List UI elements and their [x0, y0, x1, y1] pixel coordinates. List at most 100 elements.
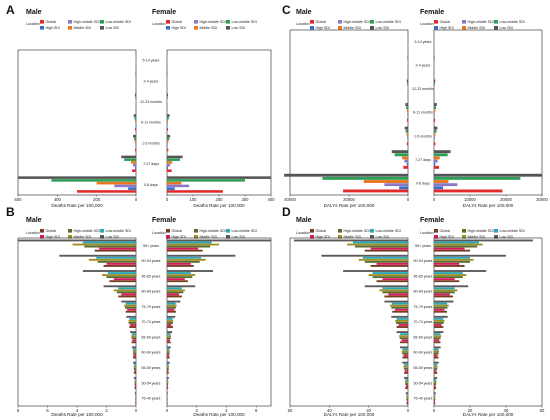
bar-high-middle-sdi: [354, 245, 408, 248]
legend-label: Global: [316, 20, 327, 24]
tick-label: 0: [433, 197, 436, 202]
bar-low-middle-sdi: [125, 302, 136, 305]
bar-middle-sdi: [434, 85, 435, 89]
bar-high-middle-sdi: [135, 122, 136, 126]
bar-high-middle-sdi: [167, 260, 200, 263]
bar-high-middle-sdi: [434, 183, 458, 187]
bar-low-sdi: [59, 254, 136, 257]
bar-middle-sdi: [167, 365, 169, 368]
legend-title: Location: [152, 22, 166, 26]
bar-high-middle-sdi: [133, 367, 136, 370]
legend-label: Low-middle SDI: [232, 229, 257, 233]
bar-low-middle-sdi: [405, 379, 408, 381]
legend-swatch: [68, 20, 72, 24]
bar-low-sdi: [434, 79, 436, 83]
bar-global: [406, 402, 408, 405]
x-axis-label-male: Deaths Rate per 100,000: [51, 203, 103, 208]
bar-low-sdi: [434, 392, 436, 395]
bar-high-middle-sdi: [434, 260, 470, 263]
bar-low-middle-sdi: [434, 153, 448, 157]
tick-label: 0: [433, 408, 436, 413]
bar-middle-sdi: [167, 243, 219, 246]
age-label: 75-49 years: [414, 397, 433, 401]
bar-low-sdi: [343, 270, 408, 272]
bar-low-sdi: [167, 239, 271, 242]
bar-low-middle-sdi: [404, 363, 408, 366]
legend-label: High-middle SDI: [200, 229, 226, 233]
bar-middle-sdi: [434, 258, 474, 261]
bar-high-sdi: [167, 166, 169, 170]
bar-low-sdi: [364, 285, 408, 288]
tick-label: 8: [17, 408, 20, 413]
bar-high-middle-sdi: [407, 136, 408, 139]
male-title: Male: [26, 9, 42, 16]
bar-high-middle-sdi: [167, 383, 169, 385]
bar-global: [109, 280, 136, 283]
bar-high-sdi: [434, 262, 460, 265]
legend-label: Low-middle SDI: [376, 229, 401, 233]
bar-high-middle-sdi: [114, 184, 136, 188]
legend-label: High SDI: [46, 26, 60, 30]
bar-global: [405, 387, 408, 390]
bar-low-middle-sdi: [167, 96, 168, 99]
bar-low-sdi: [134, 392, 136, 395]
bar-global: [402, 356, 408, 359]
bar-low-middle-sdi: [134, 379, 136, 381]
bar-low-sdi: [434, 173, 542, 177]
bar-high-middle-sdi: [167, 276, 193, 279]
tick-label: 20: [366, 408, 371, 413]
age-label: 60-64 years: [414, 351, 433, 355]
legend-label: Middle SDI: [344, 235, 362, 239]
legend-title: Location: [296, 22, 310, 26]
legend-label: Global: [440, 20, 451, 24]
legend-label: High SDI: [172, 26, 186, 30]
bar-low-middle-sdi: [135, 394, 136, 397]
tick-label: 40: [327, 408, 332, 413]
bar-low-middle-sdi: [167, 317, 173, 320]
bar-high-sdi: [395, 308, 408, 311]
bar-low-middle-sdi: [129, 317, 136, 320]
bar-global: [434, 142, 436, 146]
legend-swatch: [462, 229, 466, 233]
bar-low-sdi: [405, 103, 408, 106]
tick-label: 30000: [536, 197, 548, 202]
bar-low-sdi: [167, 361, 170, 364]
bar-high-sdi: [399, 186, 408, 190]
x-axis-label-female: DALYs Rate per 100,000: [463, 412, 514, 417]
bar-high-middle-sdi: [167, 143, 168, 146]
bar-global: [364, 249, 408, 252]
bar-high-sdi: [167, 145, 168, 149]
tick-label: 200: [216, 197, 224, 202]
legend-swatch: [194, 20, 198, 24]
legend-label: Global: [172, 229, 183, 233]
legend-label: High-middle SDI: [74, 229, 100, 233]
age-label: 95+ years: [143, 244, 159, 248]
bar-global: [434, 326, 444, 328]
legend-swatch: [40, 235, 44, 239]
bar-low-sdi: [133, 376, 136, 379]
male-title: Male: [296, 217, 312, 224]
bar-low-middle-sdi: [434, 333, 441, 336]
bar-low-sdi: [167, 270, 214, 272]
bar-high-middle-sdi: [167, 122, 168, 126]
legend-swatch: [462, 26, 466, 30]
age-label: 70-74 years: [414, 320, 433, 324]
bar-high-middle-sdi: [167, 184, 190, 188]
bar-high-sdi: [382, 278, 408, 281]
bar-high-sdi: [401, 339, 408, 342]
female-title: Female: [420, 9, 444, 16]
bar-low-middle-sdi: [133, 348, 136, 351]
bar-high-middle-sdi: [434, 398, 436, 401]
bar-low-sdi: [434, 270, 487, 272]
x-axis-label-male: DALYs Rate per 100,000: [324, 203, 375, 208]
bar-low-sdi: [406, 79, 408, 83]
bar-high-middle-sdi: [434, 306, 448, 309]
bar-middle-sdi: [434, 180, 449, 183]
tick-label: 4: [225, 408, 228, 413]
bar-middle-sdi: [132, 350, 136, 353]
bar-global: [135, 148, 136, 152]
bar-global: [118, 295, 136, 298]
bar-middle-sdi: [167, 161, 173, 164]
tick-label: 40: [504, 408, 509, 413]
bar-low-middle-sdi: [362, 256, 408, 259]
